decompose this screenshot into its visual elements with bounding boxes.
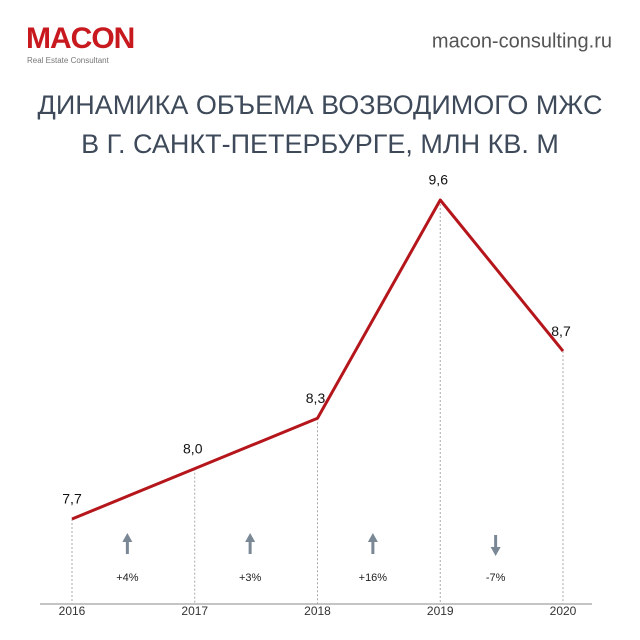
change-arrow (367, 533, 378, 554)
value-label: 8,0 (183, 440, 203, 456)
x-tick-label: 2018 (304, 604, 331, 618)
site-url: macon-consulting.ru (432, 30, 612, 52)
value-label: 7,7 (62, 491, 82, 507)
value-label: 8,3 (306, 390, 326, 406)
value-label: 9,6 (429, 172, 449, 188)
change-label: +4% (116, 572, 139, 584)
change-label: +3% (239, 572, 262, 584)
change-label: -7% (486, 572, 506, 584)
chart-title: ДИНАМИКА ОБЪЕМА ВОЗВОДИМОГО МЖС (38, 90, 603, 120)
x-tick-label: 2019 (427, 604, 454, 618)
x-tick-label: 2020 (550, 604, 577, 618)
change-arrow (122, 533, 133, 554)
x-tick-label: 2017 (181, 604, 208, 618)
change-arrow (245, 533, 256, 554)
chart-title: В Г. САНКТ-ПЕТЕРБУРГЕ, МЛН КВ. М (81, 129, 559, 159)
x-tick-label: 2016 (59, 604, 86, 618)
data-line (71, 198, 565, 521)
logo: MACON (26, 22, 134, 55)
change-arrow (490, 535, 501, 556)
logo-tagline: Real Estate Consultant (27, 56, 110, 65)
value-label: 8,7 (551, 323, 571, 339)
change-label: +16% (359, 572, 388, 584)
